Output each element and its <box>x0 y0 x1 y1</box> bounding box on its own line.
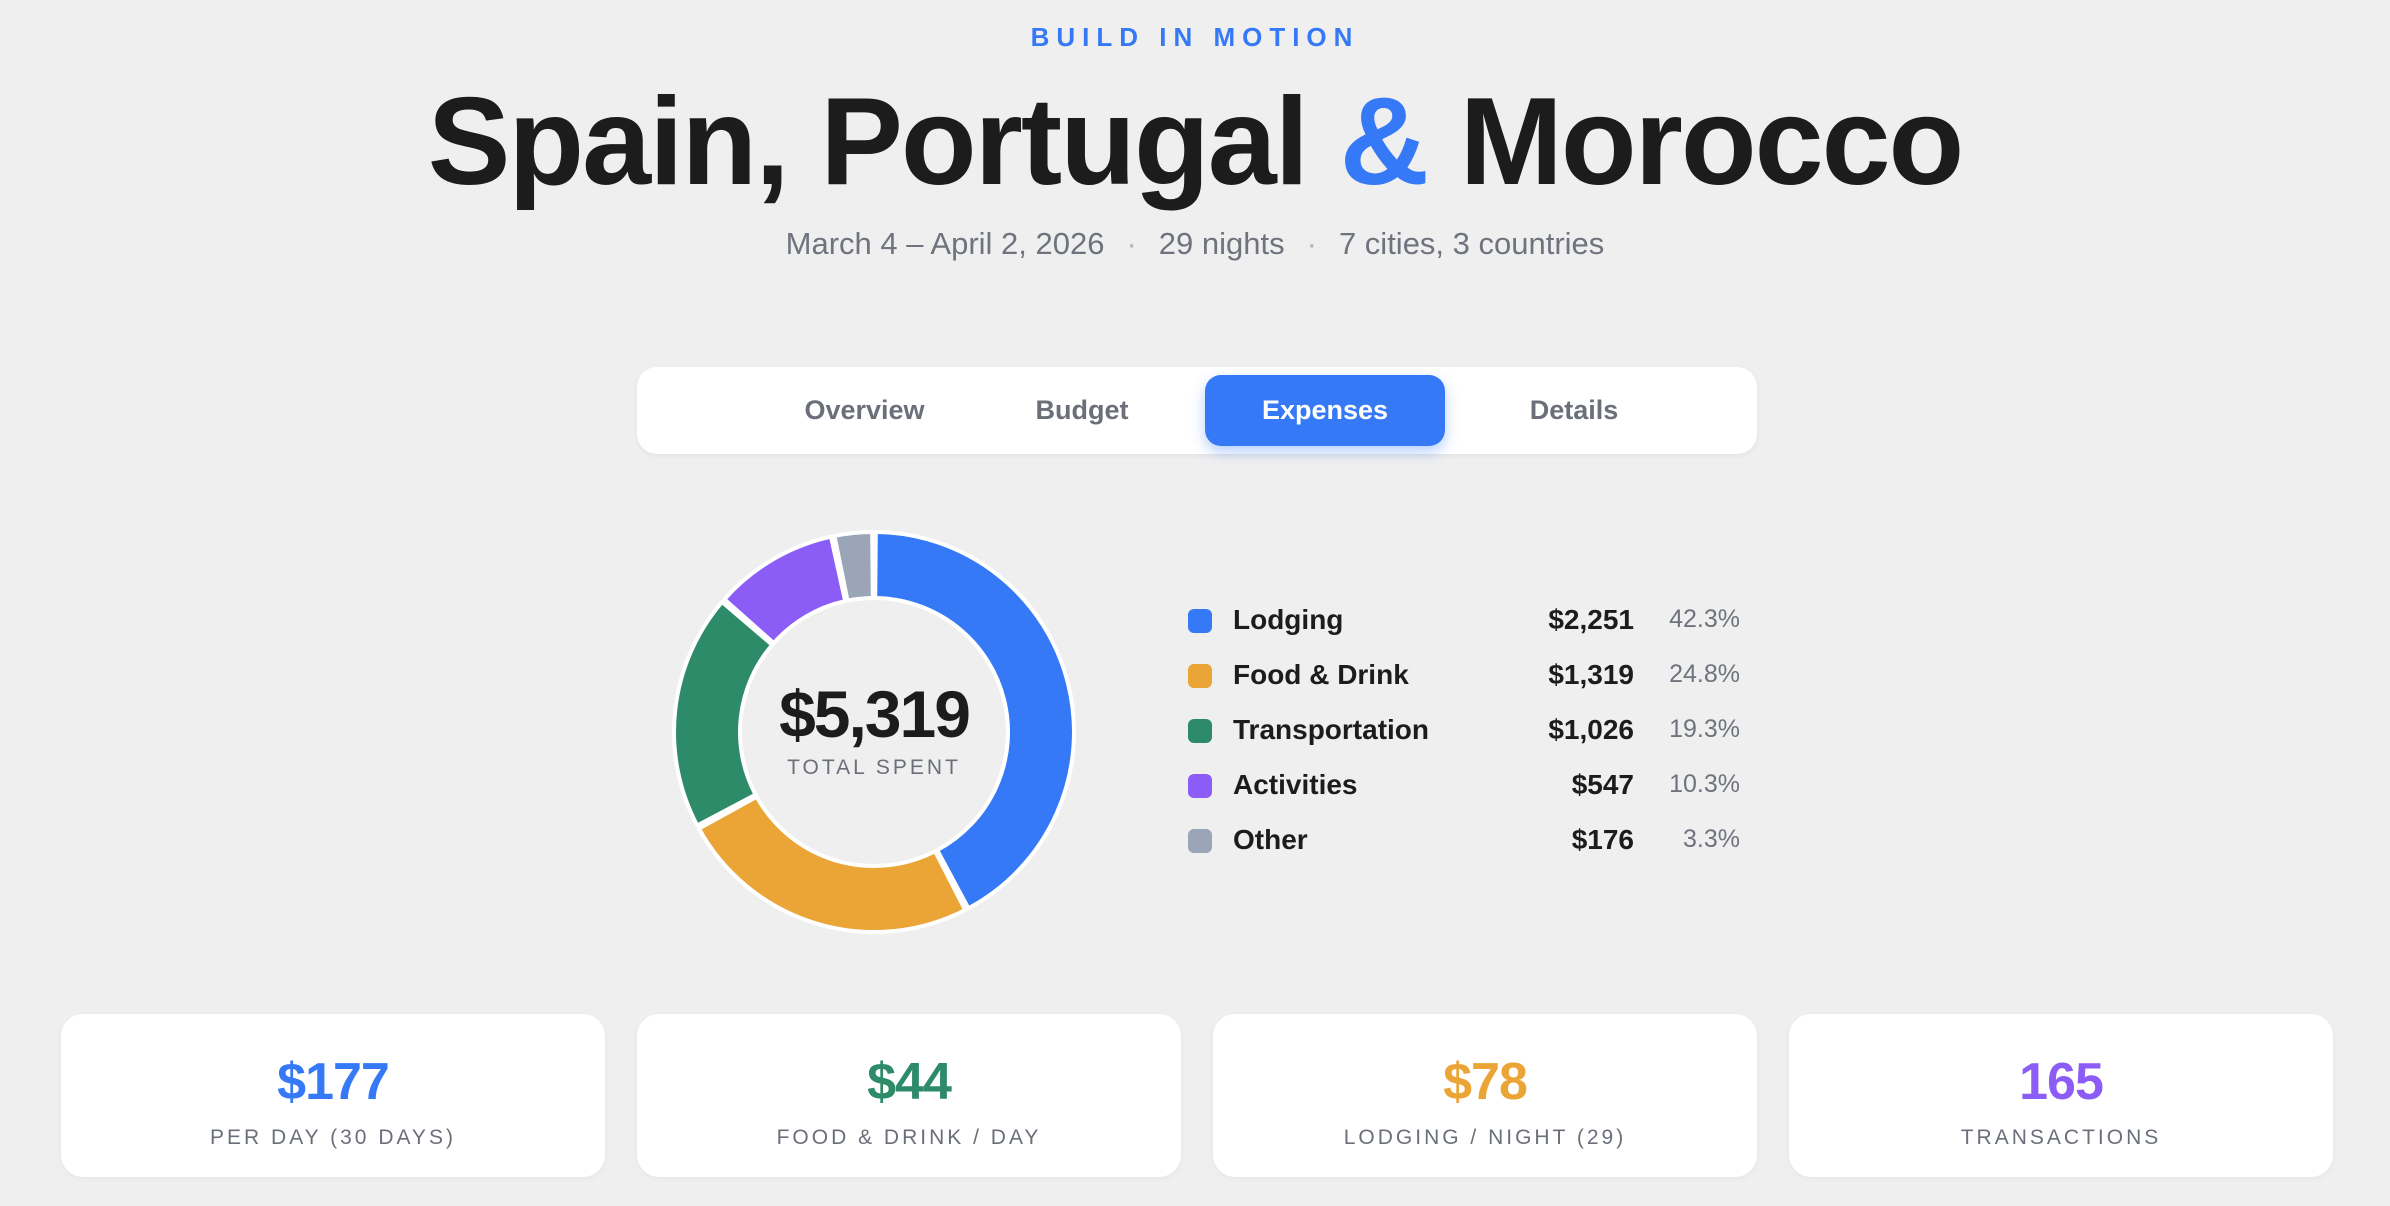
legend-item: Transportation $1,026 19.3% <box>1186 704 1746 759</box>
legend-category: Lodging <box>1233 604 1344 635</box>
legend-category: Other <box>1233 824 1308 855</box>
page-title: Spain, Portugal & Morocco <box>0 72 2390 212</box>
legend-percent: 19.3% <box>1669 715 1740 743</box>
expense-donut-chart: $5,319 TOTAL SPENT <box>668 526 1080 938</box>
donut-total-label: TOTAL SPENT <box>787 756 961 779</box>
stat-value: $78 <box>1443 1053 1528 1111</box>
title-ampersand: & <box>1339 73 1430 211</box>
legend-item: Other $176 3.3% <box>1186 814 1746 869</box>
stat-card-transactions: 165 TRANSACTIONS <box>1789 1014 2333 1177</box>
stat-card-per-day: $177 PER DAY (30 DAYS) <box>61 1014 605 1177</box>
stat-label: PER DAY (30 DAYS) <box>210 1126 456 1149</box>
donut-total: $5,319 <box>779 677 971 751</box>
trip-nights: 29 nights <box>1158 226 1285 261</box>
separator-dot: · <box>1126 226 1137 261</box>
tab-expenses[interactable]: Expenses <box>1205 375 1445 446</box>
tab-bar: Overview Budget Expenses Details <box>637 367 1757 454</box>
separator-dot: · <box>1306 226 1317 261</box>
title-part-2: Morocco <box>1427 73 1965 211</box>
donut-slice-other <box>832 530 875 603</box>
stat-card-lodging-per-night: $78 LODGING / NIGHT (29) <box>1213 1014 1757 1177</box>
legend-percent: 10.3% <box>1669 770 1740 798</box>
legend-item: Lodging $2,251 42.3% <box>1186 594 1746 649</box>
legend-amount: $547 <box>1571 769 1634 800</box>
tab-details[interactable]: Details <box>1529 395 1619 425</box>
stat-value: 165 <box>2019 1053 2104 1111</box>
stat-label: TRANSACTIONS <box>1960 1126 2162 1149</box>
legend-amount: $2,251 <box>1548 604 1634 635</box>
legend-category: Transportation <box>1233 714 1430 745</box>
stat-value: $177 <box>277 1053 390 1111</box>
trip-dates: March 4 – April 2, 2026 <box>785 226 1105 261</box>
legend-percent: 3.3% <box>1683 825 1740 853</box>
legend-amount: $1,026 <box>1548 714 1634 745</box>
legend-category: Activities <box>1233 769 1358 800</box>
legend-percent: 24.8% <box>1669 660 1740 688</box>
stat-label: FOOD & DRINK / DAY <box>776 1126 1042 1149</box>
legend-swatch <box>1188 719 1212 743</box>
legend-amount: $1,319 <box>1548 659 1634 690</box>
chart-legend: Lodging $2,251 42.3% Food & Drink $1,319 24.8… <box>1186 594 1746 869</box>
stat-card-food-per-day: $44 FOOD & DRINK / DAY <box>637 1014 1181 1177</box>
donut-center: $5,319 TOTAL SPENT <box>668 676 1080 780</box>
donut-svg <box>672 530 1076 934</box>
donut-slice-transportation <box>672 599 775 828</box>
legend-swatch <box>1188 774 1212 798</box>
brand-label: BUILD IN MOTION <box>1030 22 1360 52</box>
trip-summary: March 4 – April 2, 2026 · 29 nights · 7 citi… <box>0 226 2390 262</box>
donut-slice-activities <box>722 534 848 646</box>
tab-overview[interactable]: Overview <box>804 395 925 425</box>
legend-item: Food & Drink $1,319 24.8% <box>1186 649 1746 704</box>
donut-slice-lodging <box>873 530 1076 911</box>
legend-item: Activities $547 10.3% <box>1186 759 1746 814</box>
title-part-1: Spain, Portugal <box>427 73 1340 211</box>
legend-percent: 42.3% <box>1669 605 1740 633</box>
stat-label: LODGING / NIGHT (29) <box>1343 1126 1627 1149</box>
legend-amount: $176 <box>1571 824 1634 855</box>
legend-swatch <box>1188 664 1212 688</box>
legend-swatch <box>1188 609 1212 633</box>
donut-slice-food-drink <box>696 794 968 934</box>
stat-value: $44 <box>867 1053 952 1111</box>
trip-cities: 7 cities, 3 countries <box>1338 226 1605 261</box>
legend-category: Food & Drink <box>1233 659 1409 690</box>
legend-swatch <box>1188 829 1212 853</box>
tab-budget[interactable]: Budget <box>1035 395 1129 425</box>
